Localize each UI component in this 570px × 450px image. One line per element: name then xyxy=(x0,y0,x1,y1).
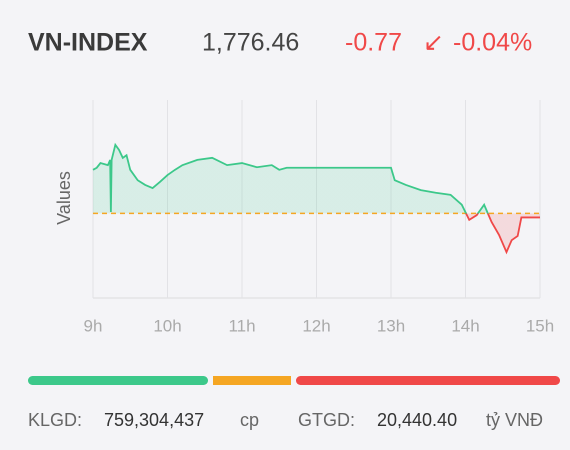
breadth-bar xyxy=(28,376,560,385)
area xyxy=(93,144,540,253)
price-line xyxy=(92,142,540,255)
breadth-segment xyxy=(28,376,208,385)
x-tick-label: 12h xyxy=(302,316,330,335)
x-tick-label: 15h xyxy=(526,316,554,335)
value-label: GTGD: xyxy=(298,410,355,430)
x-tick-label: 11h xyxy=(228,316,255,335)
x-tick-label: 13h xyxy=(377,316,405,335)
y-axis-label: Values xyxy=(54,171,74,225)
volume: 759,304,437 xyxy=(104,410,204,430)
x-tick-label: 14h xyxy=(451,316,479,335)
plot: 9h 10h 11h 12h 13h 14h 15h xyxy=(84,100,554,335)
value-unit: tỷ VNĐ xyxy=(486,410,543,430)
value: 20,440.40 xyxy=(377,410,457,430)
volume-label: KLGD: xyxy=(28,410,82,430)
volume-unit: cp xyxy=(240,410,259,430)
breadth-segment xyxy=(213,376,291,385)
x-tick-label: 9h xyxy=(84,316,103,335)
change-percent: -0.04% xyxy=(453,29,532,57)
change: -0.77 xyxy=(345,29,402,57)
breadth-segment xyxy=(296,376,560,385)
price: 1,776.46 xyxy=(202,29,299,57)
symbol: VN-INDEX xyxy=(28,29,148,57)
x-tick-label: 10h xyxy=(153,316,181,335)
arrow: ↙ xyxy=(423,29,444,57)
